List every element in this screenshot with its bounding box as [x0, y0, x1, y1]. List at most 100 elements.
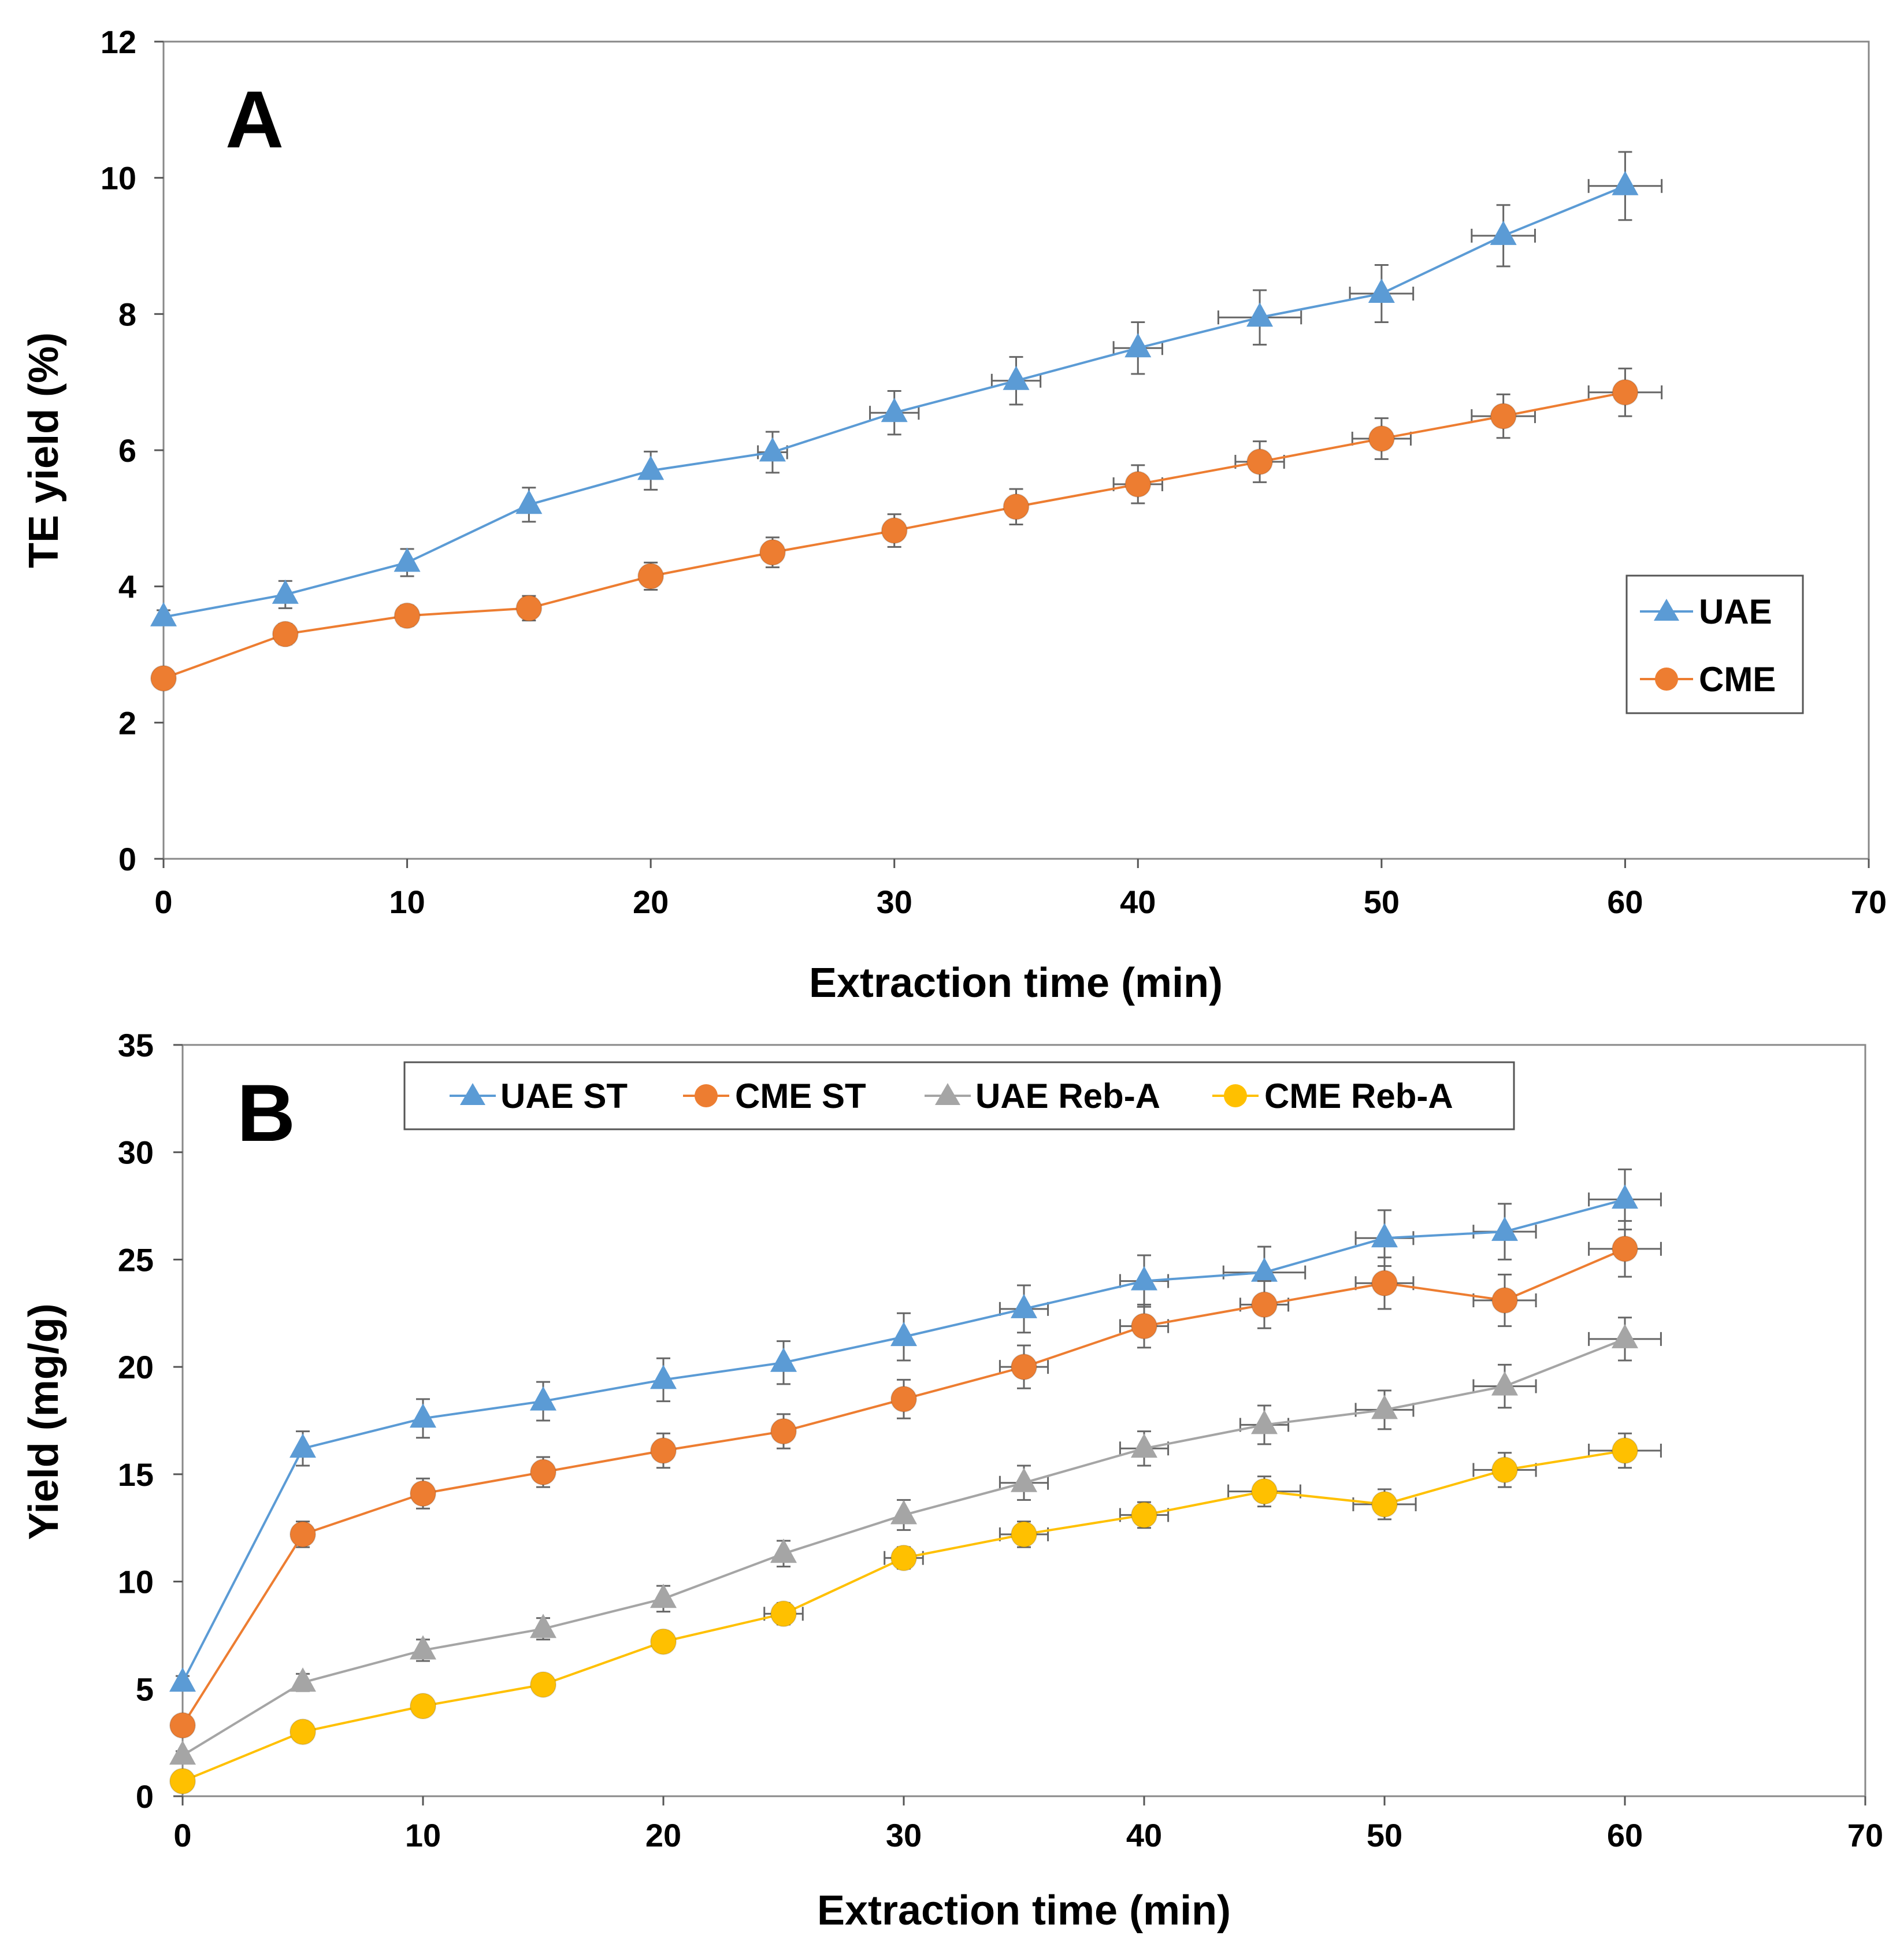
series-line: [181, 1198, 1625, 1684]
legend: UAE ST CME ST UAE Reb-A CME Reb-A: [403, 1061, 1515, 1130]
data-point-circle: [770, 1600, 797, 1627]
legend-item-uae-st: UAE ST: [450, 1077, 628, 1115]
data-point-triangle: [1491, 1371, 1518, 1396]
data-point-triangle: [1003, 365, 1030, 390]
data-point-circle: [1612, 1437, 1638, 1464]
data-point-triangle: [394, 547, 421, 572]
data-point-circle: [1003, 493, 1030, 520]
data-point-triangle: [637, 455, 665, 480]
y-tick-label: 15: [118, 1456, 154, 1493]
legend-label: CME: [1699, 660, 1776, 699]
data-point-circle: [410, 1693, 436, 1719]
series-cme: [150, 368, 1663, 692]
legend: UAE CME: [1625, 574, 1804, 714]
legend-triangle-marker: [1654, 599, 1679, 621]
data-point-circle: [1251, 1478, 1278, 1505]
data-point-circle: [1011, 1354, 1037, 1381]
data-point-triangle: [290, 1433, 316, 1458]
x-tick-label: 40: [1120, 884, 1156, 920]
data-point-circle: [1612, 1235, 1638, 1262]
data-point-circle: [1131, 1312, 1157, 1340]
data-point-circle: [530, 1459, 556, 1486]
data-point-triangle: [890, 1500, 917, 1525]
y-axis-title: Yield (mg/g): [21, 1303, 67, 1540]
legend-item-cme-st: CME ST: [683, 1077, 866, 1115]
y-tick-label: 6: [118, 432, 136, 469]
x-tick-label: 20: [633, 884, 669, 920]
y-tick-label: 8: [118, 296, 136, 332]
data-point-circle: [650, 1437, 677, 1464]
data-point-circle: [1491, 1287, 1518, 1314]
x-tick-label: 50: [1364, 884, 1400, 920]
legend-item-uae: UAE: [1640, 592, 1772, 631]
data-point-circle: [759, 539, 786, 566]
data-point-circle: [881, 517, 908, 544]
legend-circle-marker: [695, 1084, 718, 1107]
data-point-triangle: [650, 1584, 677, 1608]
x-axis-title: Extraction time (min): [817, 1888, 1231, 1934]
y-tick-label: 2: [118, 705, 136, 741]
legend-item-cme: CME: [1640, 660, 1776, 699]
x-tick-label: 50: [1367, 1817, 1402, 1853]
data-point-triangle: [1251, 1257, 1278, 1282]
data-point-circle: [650, 1628, 677, 1655]
data-point-triangle: [1371, 1223, 1398, 1248]
x-tick-label: 0: [173, 1817, 191, 1853]
data-point-triangle: [410, 1635, 436, 1660]
data-point-circle: [1490, 403, 1517, 430]
data-point-triangle: [1490, 220, 1517, 245]
data-point-triangle: [890, 1322, 917, 1347]
data-point-triangle: [1371, 1395, 1398, 1419]
data-point-triangle: [1612, 170, 1639, 195]
data-point-circle: [637, 562, 665, 589]
legend-circle-marker: [1224, 1084, 1247, 1107]
data-point-circle: [770, 1418, 797, 1445]
legend-box: [1625, 574, 1804, 714]
data-point-triangle: [1612, 1184, 1638, 1209]
series-uae: [150, 151, 1663, 626]
series-layer: [169, 1168, 1662, 1794]
y-tick-label: 30: [118, 1134, 154, 1171]
plot-area-frame: [181, 1044, 1866, 1797]
data-point-triangle: [530, 1614, 556, 1638]
series-uae-st: [169, 1168, 1662, 1692]
plot-area-frame: [162, 40, 1870, 860]
y-tick-label: 25: [118, 1241, 154, 1278]
legend-label: CME ST: [735, 1077, 866, 1115]
x-tick-label: 70: [1847, 1817, 1883, 1853]
y-tick-label: 10: [101, 160, 136, 196]
data-point-circle: [1612, 379, 1639, 406]
data-point-triangle: [1131, 1433, 1157, 1458]
data-point-circle: [150, 665, 177, 692]
legend-label: UAE Reb-A: [975, 1077, 1160, 1115]
data-point-circle: [290, 1718, 316, 1745]
data-point-circle: [169, 1768, 196, 1794]
data-point-circle: [169, 1712, 196, 1739]
data-point-circle: [410, 1480, 436, 1507]
x-tick-label: 10: [405, 1817, 441, 1853]
data-point-triangle: [530, 1386, 556, 1411]
legend-circle-marker: [1655, 668, 1678, 691]
data-point-circle: [1251, 1291, 1278, 1318]
data-point-triangle: [290, 1667, 316, 1692]
x-tick-label: 10: [389, 884, 425, 920]
data-point-circle: [890, 1544, 917, 1571]
series-uae-reb-a: [169, 1317, 1662, 1765]
data-point-triangle: [1612, 1323, 1638, 1348]
legend-label: CME Reb-A: [1264, 1077, 1453, 1115]
data-point-circle: [1371, 1490, 1398, 1518]
data-point-triangle: [1011, 1293, 1037, 1318]
data-point-triangle: [169, 1667, 196, 1692]
data-point-circle: [530, 1671, 556, 1698]
data-point-triangle: [1011, 1467, 1037, 1492]
data-point-circle: [890, 1385, 917, 1412]
data-point-triangle: [169, 1740, 196, 1765]
data-point-triangle: [770, 1347, 797, 1372]
panel-a: 0 10 20 30 40 50 60 70 0 2 4 6 8 10 12 A Extraction ti…: [21, 24, 1887, 1006]
y-axis-title: TE yield (%): [21, 332, 67, 568]
x-tick-label: 70: [1851, 884, 1887, 920]
x-tick-label: 30: [877, 884, 912, 920]
x-tick-label: 60: [1607, 1817, 1643, 1853]
data-point-circle: [290, 1521, 316, 1548]
data-point-circle: [1131, 1501, 1157, 1529]
